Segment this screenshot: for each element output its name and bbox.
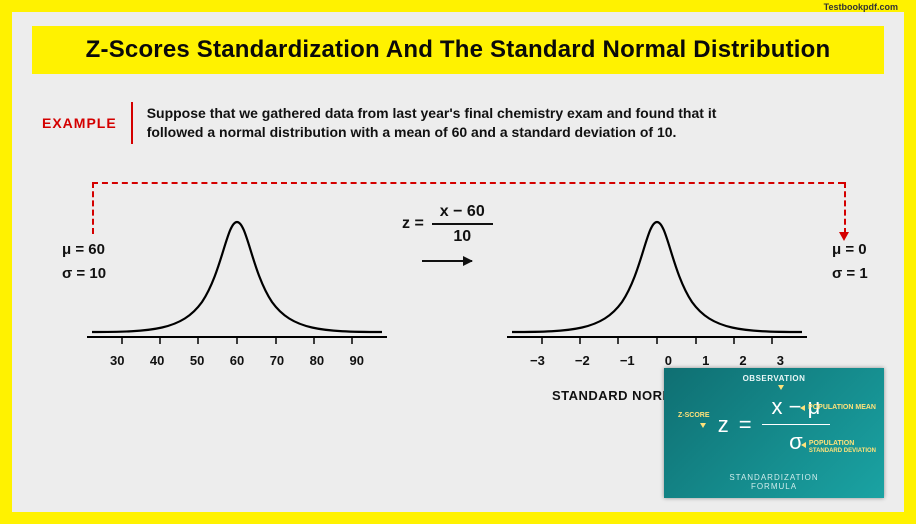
left-bell-curve — [92, 222, 382, 332]
example-row: EXAMPLE Suppose that we gathered data fr… — [42, 102, 874, 144]
tick-label: 2 — [739, 353, 746, 368]
watermark-text: Testbookpdf.com — [824, 2, 898, 12]
tick-label: 60 — [230, 353, 244, 368]
formula-inset-card: OBSERVATION Z-SCORE z = x − μ σ POPULATI… — [664, 368, 884, 498]
connector-right — [844, 182, 846, 234]
outer-frame: Testbookpdf.com Z-Scores Standardization… — [0, 0, 916, 524]
inset-eq: = — [739, 412, 752, 438]
inset-popmean-text: POPULATION MEAN — [808, 404, 876, 411]
inset-obs-pointer — [778, 385, 784, 390]
example-separator — [131, 102, 133, 144]
connector-top — [92, 182, 844, 184]
inset-popsd-label: POPULATION STANDARD DEVIATION — [801, 440, 876, 454]
tick-label: 70 — [270, 353, 284, 368]
z-formula: z = x − 60 10 — [402, 202, 493, 246]
tick-label: −3 — [530, 353, 545, 368]
inset-bottom1: STANDARDIZATION — [729, 473, 818, 482]
left-curve-svg — [82, 192, 392, 362]
right-mu: μ = 0 — [832, 238, 868, 262]
inset-popsd-text2: STANDARD DEVIATION — [809, 448, 876, 455]
tick-label: 30 — [110, 353, 124, 368]
right-tick-marks — [542, 337, 772, 344]
tick-label: 3 — [777, 353, 784, 368]
tick-label: −2 — [575, 353, 590, 368]
page-title: Z-Scores Standardization And The Standar… — [50, 36, 866, 64]
inset-z: z — [718, 412, 729, 438]
right-params: μ = 0 σ = 1 — [832, 238, 868, 286]
tick-label: 1 — [702, 353, 709, 368]
inset-bottom-label: STANDARDIZATION FORMULA — [664, 473, 884, 492]
formula-lhs: z = — [402, 215, 424, 233]
diagram-area: μ = 60 σ = 10 μ = 0 σ = 1 z = x − 60 10 — [32, 162, 884, 492]
right-tick-labels: −3 −2 −1 0 1 2 3 — [502, 353, 812, 368]
example-label: EXAMPLE — [42, 115, 117, 131]
example-text: Suppose that we gathered data from last … — [147, 104, 767, 142]
title-bar: Z-Scores Standardization And The Standar… — [32, 26, 884, 74]
inset-popsd-text1: POPULATION — [809, 440, 876, 448]
left-tick-labels: 30 40 50 60 70 80 90 — [82, 353, 392, 368]
tick-label: 0 — [665, 353, 672, 368]
right-curve-svg — [502, 192, 812, 362]
tick-label: 40 — [150, 353, 164, 368]
transform-arrow — [422, 260, 472, 262]
right-distribution: −3 −2 −1 0 1 2 3 — [502, 192, 812, 362]
formula-denominator: 10 — [453, 225, 471, 246]
right-sigma: σ = 1 — [832, 262, 868, 286]
inset-bottom2: FORMULA — [751, 482, 797, 491]
tick-label: 50 — [190, 353, 204, 368]
inset-popmean-label: POPULATION MEAN — [800, 404, 876, 411]
right-bell-curve — [512, 222, 802, 332]
tick-label: 90 — [350, 353, 364, 368]
formula-numerator: x − 60 — [432, 202, 493, 225]
left-distribution: 30 40 50 60 70 80 90 — [82, 192, 392, 362]
inset-observation-label: OBSERVATION — [664, 374, 884, 383]
tick-label: −1 — [620, 353, 635, 368]
left-tick-marks — [122, 337, 352, 344]
formula-fraction: x − 60 10 — [432, 202, 493, 246]
tick-label: 80 — [310, 353, 324, 368]
